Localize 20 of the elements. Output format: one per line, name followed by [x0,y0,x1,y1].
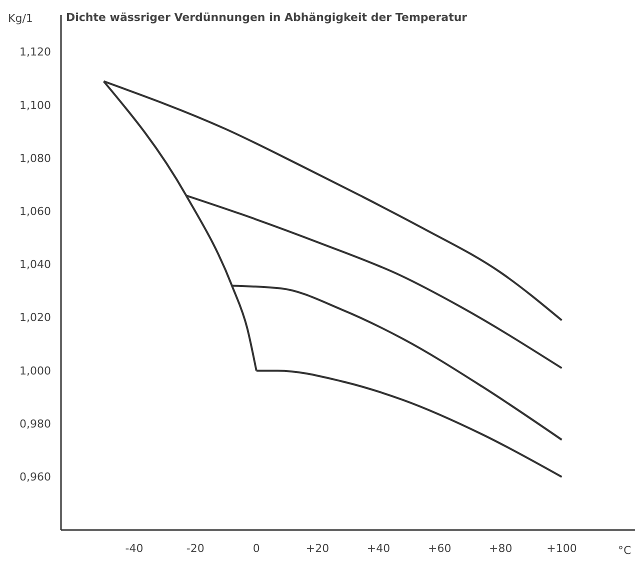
x-tick-label: +40 [366,542,390,555]
x-tick-label: -20 [186,542,204,555]
x-tick-label: -40 [125,542,144,555]
y-tick-label: 0,960 [20,470,51,484]
y-tick-label: 1,100 [20,98,51,112]
y-axis-title: Kg/1 [8,12,33,25]
x-tick-label: +80 [489,542,512,555]
x-axis-title: °C [618,544,632,557]
x-tick-label: 0 [252,542,260,555]
x-tick-label: +100 [546,542,577,555]
y-tick-label: 1,000 [20,364,51,378]
y-tick-label: 1,120 [20,46,51,59]
x-tick-label: +60 [428,542,452,555]
y-tick-label: 1,040 [20,258,51,272]
chart-title: Dichte wässriger Verdünnungen in Abhängigkeit der Temperatur [66,11,468,24]
y-tick-label: 1,020 [20,311,51,324]
y-tick-label: 0,980 [20,417,51,430]
y-tick-label: 1,060 [20,204,51,218]
x-tick-label: +20 [306,542,330,555]
y-tick-label: 1,080 [20,152,51,165]
